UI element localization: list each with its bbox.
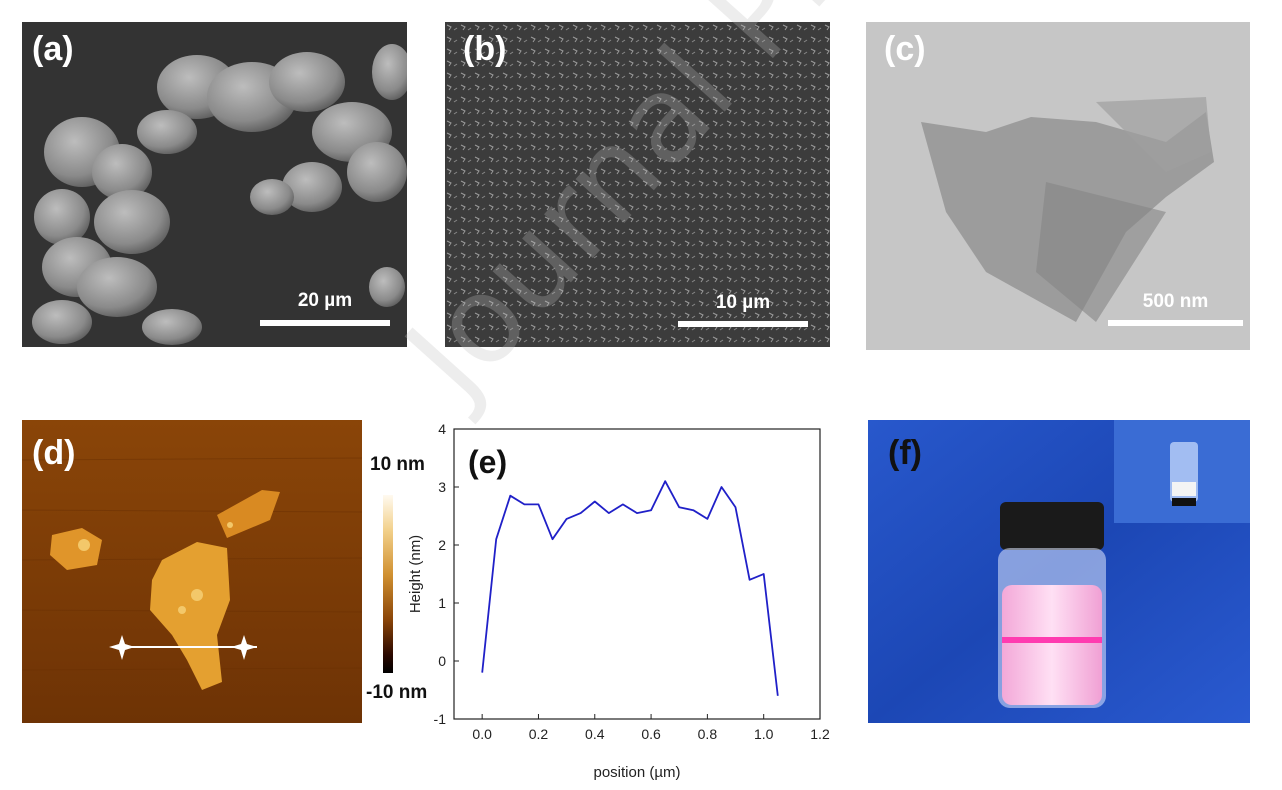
y-tick-label: 4 — [438, 421, 446, 437]
y-tick-label: 1 — [438, 595, 446, 611]
panel-c-tem-image: (c) 500 nm — [866, 22, 1250, 350]
y-tick-label: 0 — [438, 653, 446, 669]
x-axis-label: position (µm) — [594, 764, 681, 781]
sem-flakes-a — [22, 22, 407, 347]
x-tick-label: 1.2 — [810, 726, 830, 742]
scale-bar-b — [678, 321, 808, 327]
chart-panel-label: (e) — [468, 444, 507, 480]
x-tick-label: 0.2 — [529, 726, 549, 742]
x-ticks: 0.0 0.2 0.4 0.6 0.8 1.0 1.2 — [472, 714, 830, 742]
x-tick-label: 1.0 — [754, 726, 774, 742]
y-ticks: -1 0 1 2 3 4 — [434, 421, 459, 727]
afm-colorbar — [383, 495, 393, 673]
plot-frame — [453, 428, 821, 720]
panel-f-label: (f) — [888, 434, 922, 472]
scale-bar-c — [1108, 320, 1243, 326]
tem-nanosheet-c — [866, 22, 1250, 350]
panel-a-label: (a) — [32, 30, 74, 68]
y-tick-label: -1 — [434, 711, 447, 727]
colorbar-min-label: -10 nm — [366, 682, 428, 703]
x-tick-label: 0.8 — [698, 726, 718, 742]
vial-liquid — [1002, 585, 1102, 705]
vial-cap — [1000, 502, 1104, 550]
vial-photo-f — [868, 420, 1250, 723]
scale-bar-label-a: 20 µm — [297, 290, 353, 311]
panel-d-label: (d) — [32, 434, 76, 472]
scale-bar-label-b: 10 µm — [715, 292, 771, 313]
panel-b-label: (b) — [463, 30, 507, 68]
panel-f-photo: (f) — [868, 420, 1250, 723]
y-tick-label: 3 — [438, 479, 446, 495]
panel-a-sem-image: (a) 20 µm — [22, 22, 407, 347]
panel-b-sem-image: (b) 10 µm — [445, 22, 830, 347]
scale-bar-a — [260, 320, 390, 326]
x-tick-label: 0.6 — [641, 726, 661, 742]
afm-topography-d — [22, 420, 362, 723]
height-series-line — [481, 480, 779, 696]
scale-bar-label-c: 500 nm — [1142, 291, 1209, 312]
x-tick-label: 0.0 — [472, 726, 492, 742]
laser-beam — [1002, 637, 1102, 643]
colorbar-max-label: 10 nm — [370, 454, 425, 475]
y-axis-label: Height (nm) — [407, 535, 424, 613]
panel-c-label: (c) — [884, 30, 926, 68]
x-tick-label: 0.4 — [585, 726, 605, 742]
star-marker-right-icon — [231, 635, 257, 660]
y-tick-label: 2 — [438, 537, 446, 553]
star-marker-left-icon — [109, 635, 135, 660]
height-profile-chart: 0.0 0.2 0.4 0.6 0.8 1.0 1.2 -1 0 1 2 3 4 (e) positi… — [407, 421, 830, 781]
sem-texture-b — [445, 22, 830, 347]
panel-d-afm-image: (d) — [22, 420, 362, 723]
